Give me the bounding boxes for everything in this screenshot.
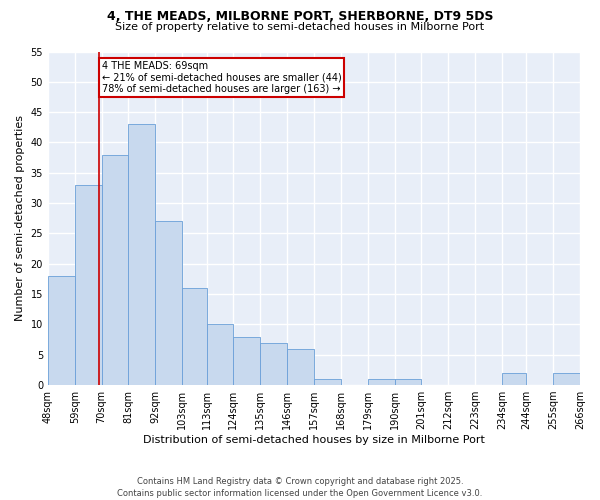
Bar xyxy=(395,379,421,385)
Bar xyxy=(182,288,206,385)
Text: Contains HM Land Registry data © Crown copyright and database right 2025.
Contai: Contains HM Land Registry data © Crown c… xyxy=(118,476,482,498)
Bar xyxy=(553,373,580,385)
Bar xyxy=(502,373,526,385)
Text: 4 THE MEADS: 69sqm
← 21% of semi-detached houses are smaller (44)
78% of semi-de: 4 THE MEADS: 69sqm ← 21% of semi-detache… xyxy=(101,60,341,94)
Text: 4, THE MEADS, MILBORNE PORT, SHERBORNE, DT9 5DS: 4, THE MEADS, MILBORNE PORT, SHERBORNE, … xyxy=(107,10,493,23)
Bar xyxy=(75,185,101,385)
Bar xyxy=(206,324,233,385)
Bar xyxy=(101,154,128,385)
Bar xyxy=(287,348,314,385)
Bar xyxy=(314,379,341,385)
Bar xyxy=(48,276,75,385)
Bar xyxy=(128,124,155,385)
Bar xyxy=(233,336,260,385)
Y-axis label: Number of semi-detached properties: Number of semi-detached properties xyxy=(15,116,25,322)
Bar xyxy=(260,342,287,385)
X-axis label: Distribution of semi-detached houses by size in Milborne Port: Distribution of semi-detached houses by … xyxy=(143,435,485,445)
Bar xyxy=(155,222,182,385)
Text: Size of property relative to semi-detached houses in Milborne Port: Size of property relative to semi-detach… xyxy=(115,22,485,32)
Bar xyxy=(368,379,395,385)
